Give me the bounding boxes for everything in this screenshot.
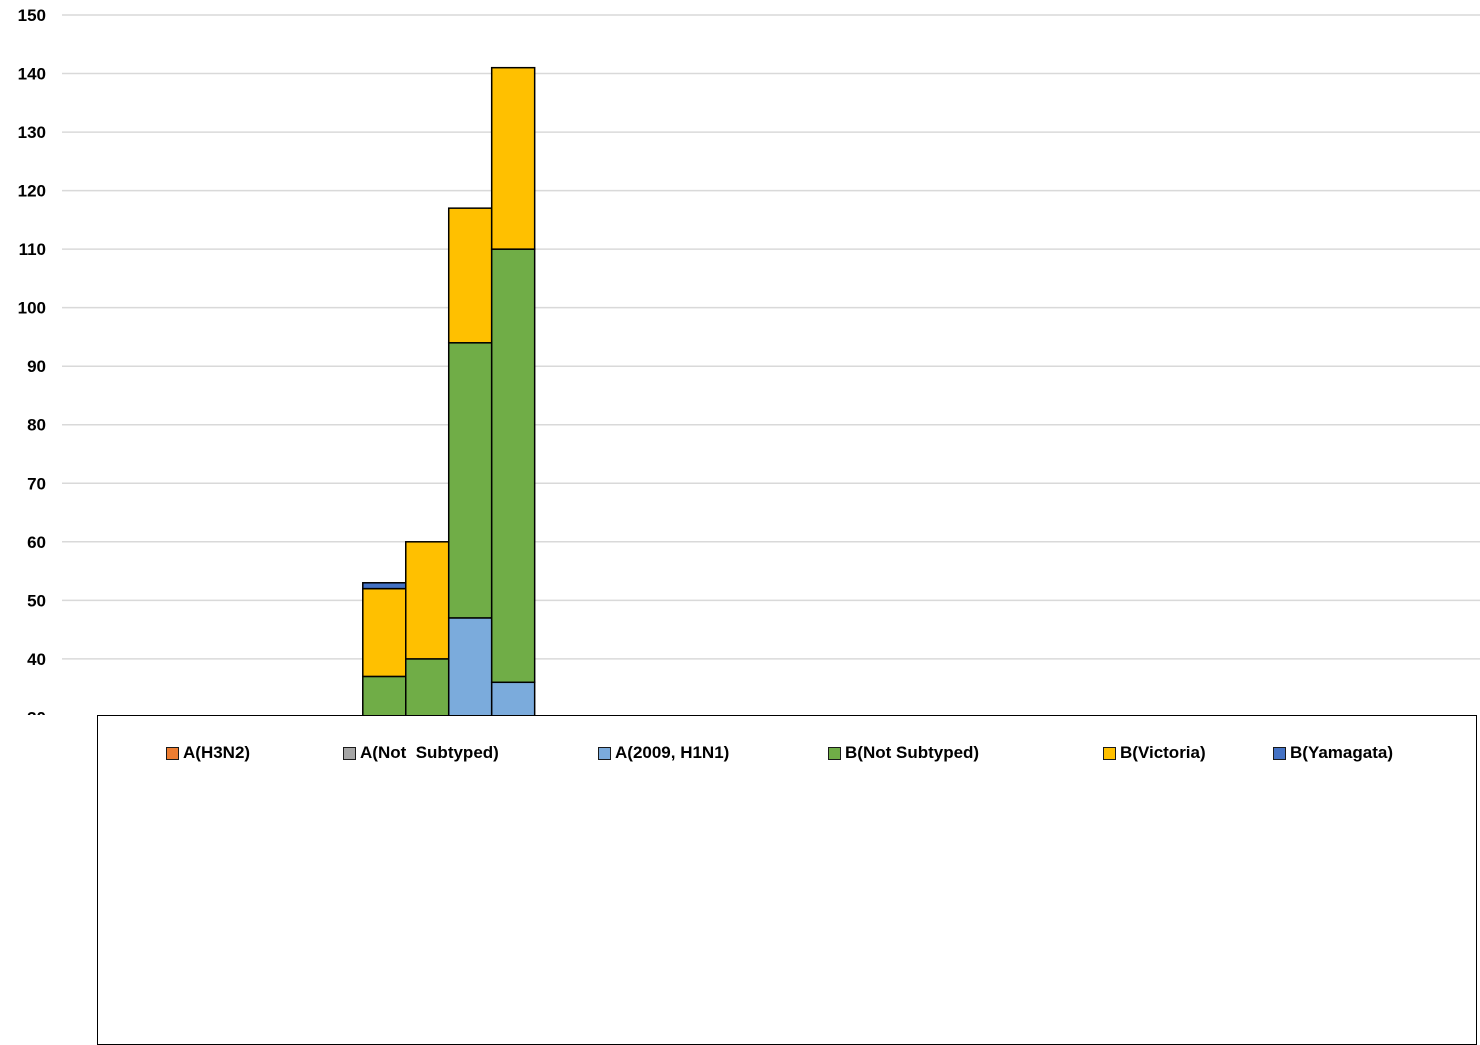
bar-segment	[362, 582, 407, 590]
bar-segment	[362, 675, 407, 715]
legend-swatch	[1103, 746, 1116, 760]
bar-segment	[447, 342, 493, 619]
y-tick-label: 90	[27, 357, 46, 376]
y-axis-tick-labels: 0102030405060708090100110120130140150	[18, 6, 46, 715]
bar-segment	[405, 658, 450, 715]
legend-label: B(Not Subtyped)	[845, 743, 980, 762]
y-tick-label: 40	[27, 650, 46, 669]
y-tick-label: 140	[18, 65, 46, 84]
legend-label: B(Victoria)	[1120, 743, 1206, 762]
y-tick-label: 110	[19, 240, 46, 259]
bar-segment	[447, 207, 493, 344]
legend-item: A(2009, H1N1)	[598, 743, 729, 763]
legend-swatch	[598, 746, 611, 760]
y-tick-label: 70	[27, 474, 46, 493]
legend-row: A(H3N2) A(Not Subtyped) A(2009, H1N1) B(Not…	[98, 743, 1476, 773]
y-tick-label: 80	[27, 416, 46, 435]
legend-item: B(Not Subtyped)	[828, 743, 979, 763]
legend-swatch	[343, 746, 356, 760]
gridlines	[62, 14, 1480, 660]
y-tick-label: 50	[27, 591, 46, 610]
y-tick-label: 130	[18, 123, 46, 142]
legend-swatch	[1273, 746, 1286, 760]
legend-label: A(2009, H1N1)	[615, 743, 730, 762]
y-tick-label: 120	[18, 182, 46, 201]
bar-segment	[490, 248, 536, 684]
bar-segment	[490, 681, 536, 715]
legend-label: A(Not Subtyped)	[360, 743, 499, 762]
stacked-bar-chart: 0102030405060708090100110120130140150 OC…	[18, 6, 1480, 715]
bar-segment	[362, 587, 407, 678]
bar-segment	[447, 617, 493, 715]
bars	[362, 66, 536, 715]
legend-swatch	[828, 746, 841, 760]
legend-swatch	[166, 746, 179, 760]
bar-segment	[405, 541, 450, 660]
legend-label: B(Yamagata)	[1290, 743, 1393, 762]
legend-item: B(Yamagata)	[1273, 743, 1393, 763]
y-tick-label: 60	[27, 533, 46, 552]
legend-label: A(H3N2)	[183, 743, 251, 762]
y-tick-label: 30	[27, 708, 46, 715]
y-tick-label: 150	[18, 6, 46, 25]
bar-segment	[490, 66, 536, 250]
legend-item: B(Victoria)	[1103, 743, 1206, 763]
legend-item: A(Not Subtyped)	[343, 743, 499, 763]
y-tick-label: 100	[18, 299, 46, 318]
legend-item: A(H3N2)	[166, 743, 250, 763]
legend: A(H3N2) A(Not Subtyped) A(2009, H1N1) B(Not…	[97, 715, 1477, 1045]
